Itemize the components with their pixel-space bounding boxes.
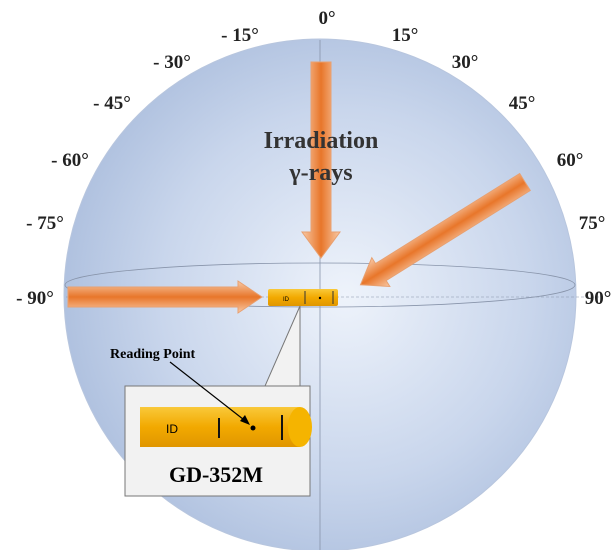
pointer-head [240,415,250,425]
angle-label: 75° [579,213,606,234]
arrow-diagonal [359,172,531,288]
angle-label: 30° [452,52,479,73]
arrow-right [67,280,263,314]
pointer-line [169,361,249,424]
angle-label: 0° [318,8,335,29]
title: Irradiation [264,128,379,154]
title: γ-rays [288,160,352,186]
angle-label: 15° [392,25,419,46]
angle-label: 60° [557,150,584,171]
angle-label: - 90° [16,288,54,309]
small-id: ID [283,297,290,303]
device-id: ID [166,422,178,436]
arrow-down [301,61,341,259]
angle-label: - 45° [93,93,131,114]
small-device [268,289,338,306]
device-end [288,407,312,447]
angle-label: 45° [509,93,536,114]
reading-dot [250,425,256,431]
dot [318,296,322,300]
angle-label: - 60° [51,150,89,171]
angle-label: - 15° [221,25,259,46]
angle-label: - 75° [26,213,64,234]
reading-point: Reading Point [110,347,196,362]
angle-label: - 30° [153,52,191,73]
angle-label: 90° [585,288,612,309]
model: GD-352M [169,462,263,487]
angle-labels: - 90° - 75° - 60° - 45° - 30° - 15° 0° 15° 30° 45… [16,8,611,309]
